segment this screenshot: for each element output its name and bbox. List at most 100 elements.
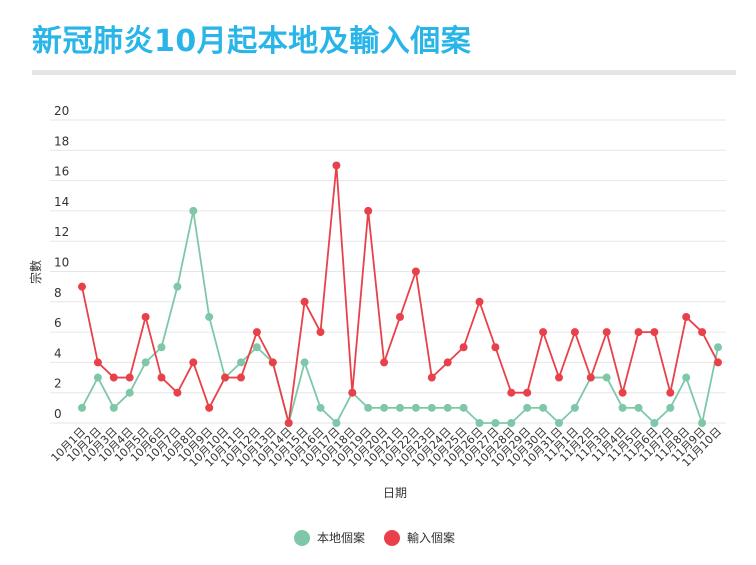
data-point xyxy=(364,206,373,215)
y-tick-label: 4 xyxy=(54,346,62,360)
data-point xyxy=(284,419,293,427)
data-point xyxy=(252,328,261,337)
data-point xyxy=(268,358,277,367)
data-point xyxy=(205,403,214,412)
data-point xyxy=(332,419,341,427)
data-point xyxy=(459,403,468,412)
y-tick-label: 0 xyxy=(54,407,62,421)
series-lines xyxy=(81,165,719,427)
data-point xyxy=(475,419,484,427)
data-point xyxy=(539,403,548,412)
title-divider xyxy=(32,70,736,75)
data-point xyxy=(141,358,150,367)
series-points xyxy=(78,161,722,427)
y-tick-label: 12 xyxy=(54,225,69,239)
data-point xyxy=(125,388,134,397)
data-point xyxy=(157,373,166,382)
data-point xyxy=(189,358,198,367)
data-point xyxy=(555,419,563,427)
data-point xyxy=(332,161,341,170)
data-point xyxy=(459,343,468,352)
page-title: 新冠肺炎10月起本地及輸入個案 xyxy=(32,24,472,59)
legend-marker xyxy=(384,530,400,546)
data-point xyxy=(634,328,643,337)
data-point xyxy=(316,403,325,412)
grid-lines xyxy=(50,119,726,424)
data-point xyxy=(491,419,500,427)
y-tick-label: 8 xyxy=(54,286,62,300)
data-point xyxy=(666,403,675,412)
data-point xyxy=(93,358,102,367)
data-point xyxy=(78,282,86,291)
data-point xyxy=(634,403,643,412)
data-point xyxy=(570,403,579,412)
data-point xyxy=(618,388,627,397)
data-point xyxy=(539,328,548,337)
data-point xyxy=(141,312,150,321)
data-point xyxy=(109,373,118,382)
data-point xyxy=(237,373,245,382)
data-point xyxy=(316,328,325,337)
data-point xyxy=(173,282,182,291)
data-point xyxy=(523,388,532,397)
data-point xyxy=(555,373,563,382)
y-tick-label: 16 xyxy=(54,165,69,179)
y-tick-label: 18 xyxy=(54,134,69,148)
data-point xyxy=(380,358,389,367)
data-point xyxy=(427,373,436,382)
data-point xyxy=(602,373,611,382)
data-point xyxy=(396,403,404,412)
data-point xyxy=(698,328,707,337)
data-point xyxy=(714,358,722,367)
data-point xyxy=(682,373,691,382)
data-point xyxy=(300,297,309,306)
data-point xyxy=(252,343,261,352)
y-tick-label: 6 xyxy=(54,316,62,330)
legend-item-2[interactable]: 輸入個案 xyxy=(384,530,455,546)
data-point xyxy=(221,373,230,382)
data-point xyxy=(78,403,86,412)
y-axis-ticks: 0 2 4 6 8 10 12 14 16 18 20 xyxy=(54,104,69,421)
data-point xyxy=(205,312,214,321)
data-point xyxy=(411,403,420,412)
data-point xyxy=(650,419,659,427)
y-tick-label: 10 xyxy=(54,256,69,270)
data-point xyxy=(666,388,675,397)
data-point xyxy=(157,343,166,352)
data-point xyxy=(427,403,436,412)
legend-label: 本地個案 xyxy=(317,530,365,545)
legend-label: 輸入個案 xyxy=(407,530,455,545)
data-point xyxy=(396,312,404,321)
data-point xyxy=(125,373,134,382)
data-point xyxy=(348,388,357,397)
data-point xyxy=(237,358,245,367)
y-axis-title: 宗數 xyxy=(28,260,43,284)
data-point xyxy=(173,388,182,397)
data-point xyxy=(570,328,579,337)
data-point xyxy=(443,358,452,367)
series-line-2 xyxy=(81,165,719,424)
legend-item-1[interactable]: 本地個案 xyxy=(294,530,365,546)
data-point xyxy=(93,373,102,382)
legend-marker xyxy=(294,530,310,546)
legend[interactable]: 本地個案 輸入個案 xyxy=(294,530,455,546)
x-axis-ticks: 10月1日10月2日10月3日10月4日10月5日10月6日10月7日10月8日… xyxy=(49,425,725,470)
data-point xyxy=(380,403,389,412)
data-point xyxy=(507,419,516,427)
data-point xyxy=(189,206,198,215)
data-point xyxy=(618,403,627,412)
y-tick-label: 14 xyxy=(54,195,69,209)
data-point xyxy=(602,328,611,337)
data-point xyxy=(523,403,532,412)
data-point xyxy=(698,419,707,427)
data-point xyxy=(586,373,595,382)
data-point xyxy=(682,312,691,321)
data-point xyxy=(714,343,722,352)
data-point xyxy=(491,343,500,352)
data-point xyxy=(364,403,373,412)
data-point xyxy=(411,267,420,276)
data-point xyxy=(650,328,659,337)
data-point xyxy=(300,358,309,367)
x-axis-title: 日期 xyxy=(383,486,407,500)
data-point xyxy=(443,403,452,412)
